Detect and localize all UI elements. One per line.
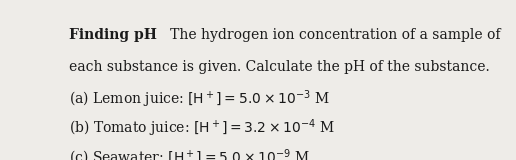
Text: The hydrogen ion concentration of a sample of: The hydrogen ion concentration of a samp… [157, 28, 501, 42]
Text: Finding pH: Finding pH [69, 28, 157, 42]
Text: (c) Seawater: $[\mathrm{H^+}] = 5.0 \times 10^{-9}$ M: (c) Seawater: $[\mathrm{H^+}] = 5.0 \tim… [69, 147, 310, 160]
Text: (a) Lemon juice: $[\mathrm{H^+}] = 5.0 \times 10^{-3}$ M: (a) Lemon juice: $[\mathrm{H^+}] = 5.0 \… [69, 88, 330, 110]
Text: each substance is given. Calculate the pH of the substance.: each substance is given. Calculate the p… [69, 60, 490, 74]
Text: (b) Tomato juice: $[\mathrm{H^+}] = 3.2 \times 10^{-4}$ M: (b) Tomato juice: $[\mathrm{H^+}] = 3.2 … [69, 118, 335, 139]
